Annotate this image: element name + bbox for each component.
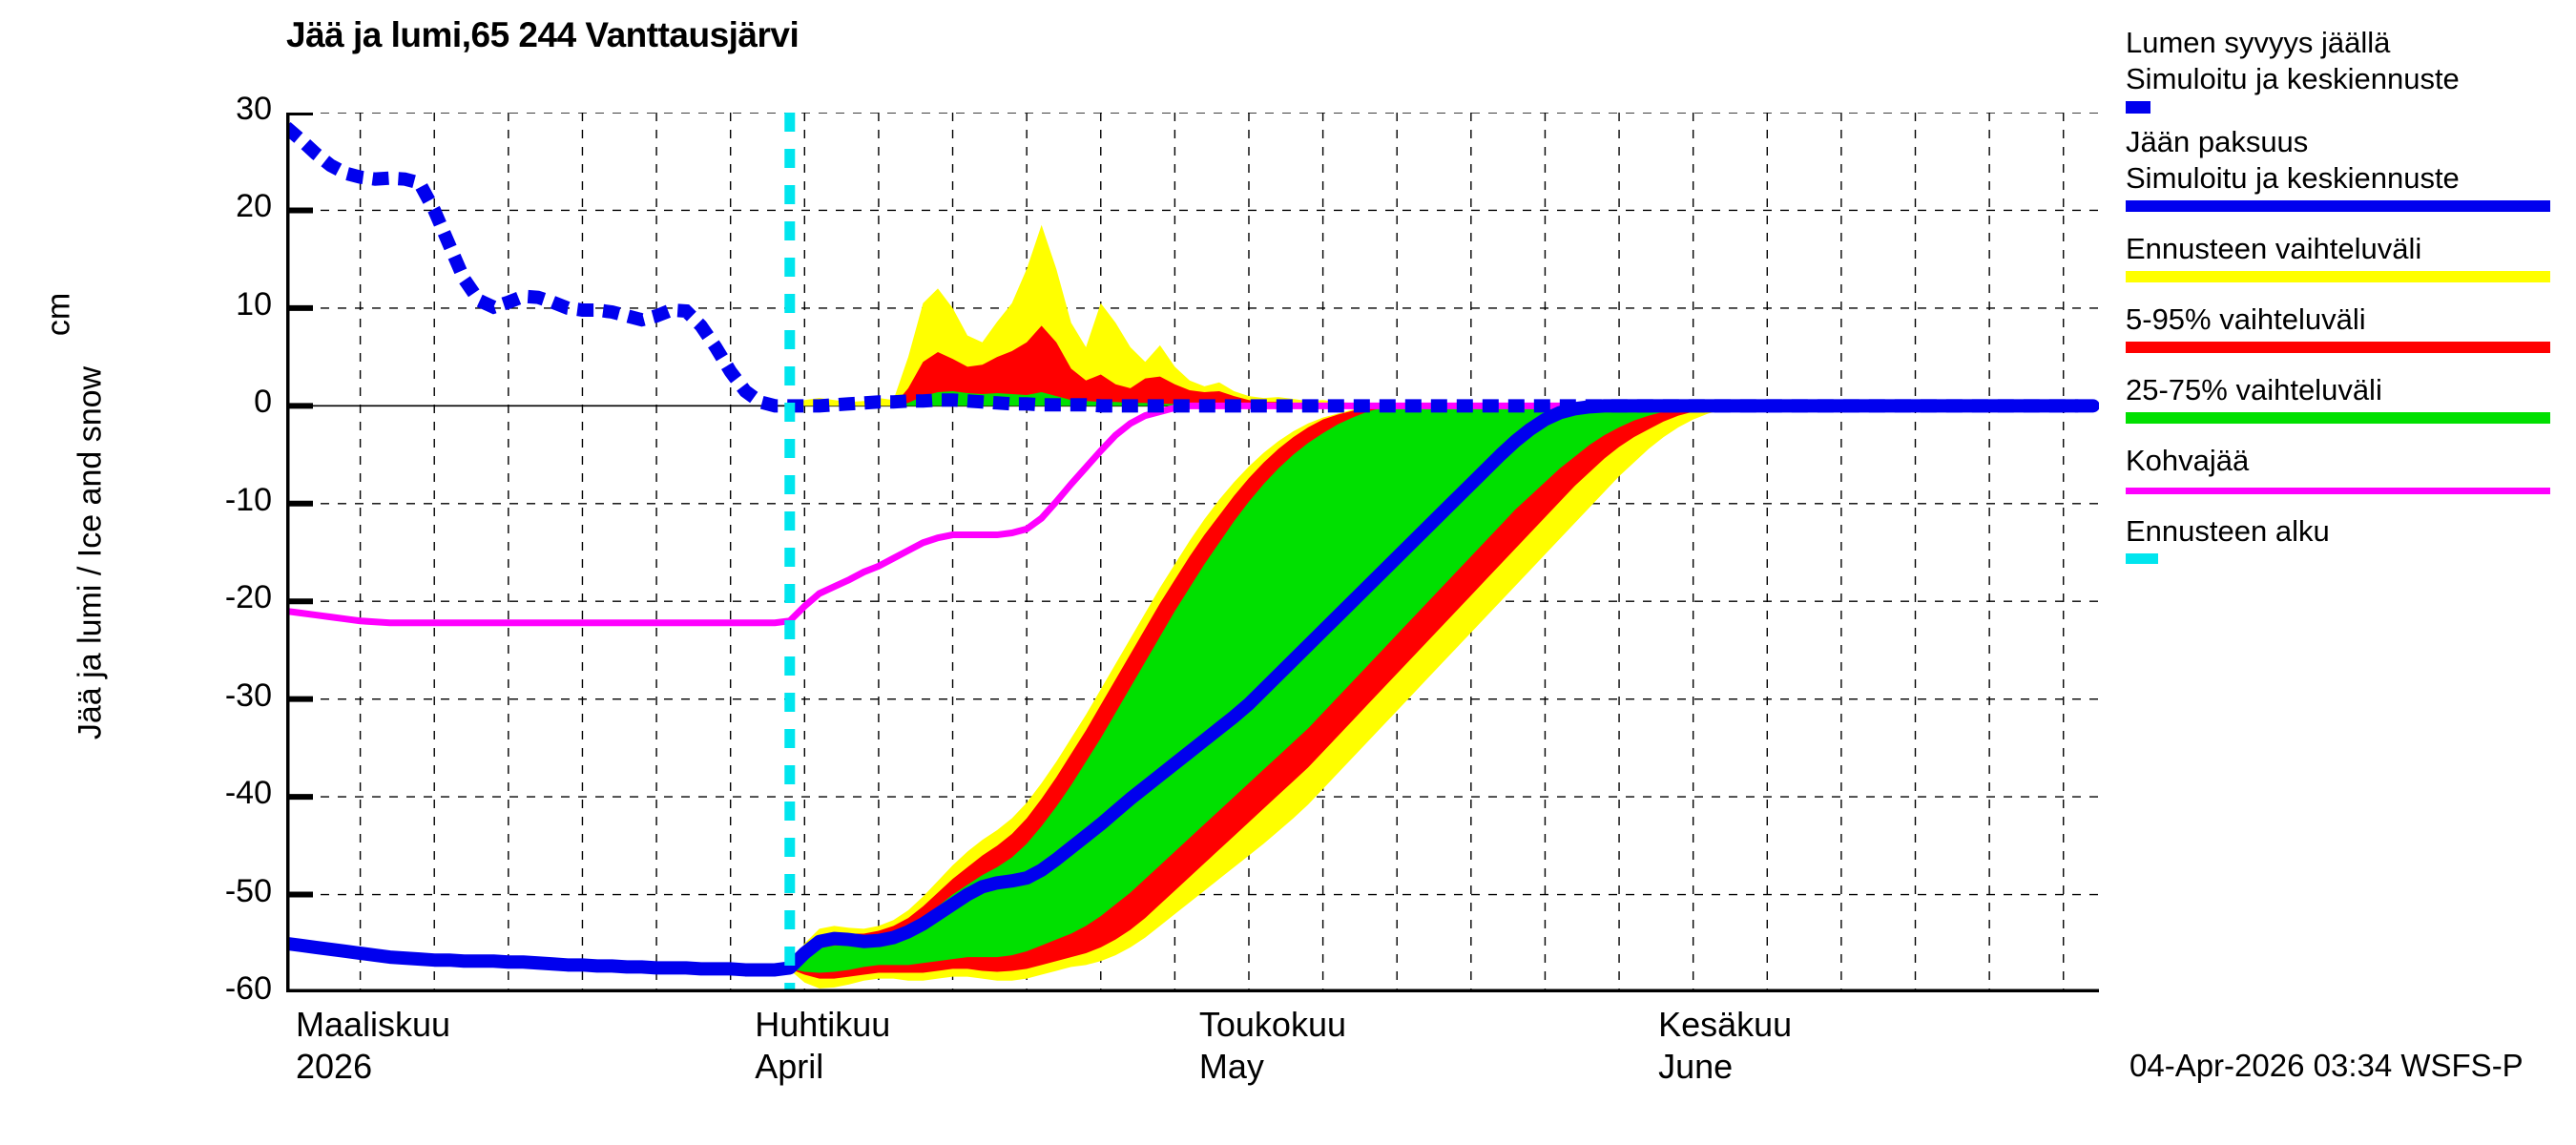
- legend-swatch: [2126, 101, 2550, 114]
- chart-canvas: [286, 113, 2099, 992]
- x-axis-month-group: Toukokuu May: [1199, 1004, 1346, 1088]
- y-axis-unit-label: cm: [40, 292, 77, 337]
- legend-item-title: Ennusteen vaihteluväli: [2126, 232, 2422, 265]
- legend-item: Lumen syvyys jäällä Simuloitu ja keskienn…: [2126, 25, 2574, 114]
- legend-item-title: 25-75% vaihteluväli: [2126, 373, 2382, 406]
- forecast-band: [789, 390, 2093, 406]
- y-axis-tick-label: 20: [236, 188, 272, 225]
- x-axis-month-label-fi: Kesäkuu: [1658, 1005, 1793, 1044]
- x-axis-month-label-fi: Huhtikuu: [755, 1005, 891, 1044]
- legend-swatch: [2126, 553, 2550, 564]
- legend-item-subtitle: Simuloitu ja keskiennuste: [2126, 62, 2460, 95]
- y-axis-tick-label: 30: [236, 91, 272, 127]
- x-axis-month-label-en: April: [755, 1047, 824, 1086]
- x-axis-month-group: Maaliskuu 2026: [296, 1004, 450, 1088]
- timestamp-footer: 04-Apr-2026 03:34 WSFS-P: [2129, 1048, 2524, 1083]
- y-axis-tick-label: -60: [224, 970, 272, 1007]
- chart-legend: Lumen syvyys jäällä Simuloitu ja keskienn…: [2126, 25, 2574, 616]
- y-axis-tick-labels: 30 20 10 0 -10 -20 -30 -40 -50 -60: [162, 91, 272, 1007]
- y-axis-tick-label: -30: [224, 677, 272, 714]
- y-axis-tick-label: -10: [224, 481, 272, 518]
- series-line-snow-depth: [286, 122, 2079, 413]
- legend-item-title: Kohvajää: [2126, 444, 2250, 477]
- page-title: Jää ja lumi,65 244 Vanttausjärvi: [286, 15, 800, 54]
- legend-swatch: [2126, 271, 2550, 282]
- legend-item: Ennusteen alku: [2126, 513, 2574, 564]
- legend-swatch: [2126, 200, 2550, 212]
- legend-swatch: [2126, 342, 2550, 353]
- legend-swatch: [2126, 412, 2550, 424]
- legend-item: 5-95% vaihteluväli: [2126, 302, 2574, 353]
- legend-item-subtitle: Simuloitu ja keskiennuste: [2126, 161, 2460, 195]
- forecast-band: [789, 224, 2093, 406]
- forecast-band: [789, 325, 2093, 406]
- legend-item: Ennusteen vaihteluväli: [2126, 231, 2574, 282]
- legend-item: Kohvajää: [2126, 443, 2574, 494]
- x-axis-month-group: Huhtikuu April: [755, 1004, 890, 1088]
- legend-item: Jään paksuus Simuloitu ja keskiennuste: [2126, 124, 2574, 212]
- y-axis-tick-label: 0: [254, 384, 272, 421]
- legend-swatch: [2126, 488, 2550, 494]
- x-axis-month-label-en: May: [1198, 1047, 1264, 1086]
- x-axis-month-label-en: 2026: [296, 1047, 373, 1086]
- y-axis-tick-label: -20: [224, 579, 272, 616]
- legend-item-title: 5-95% vaihteluväli: [2126, 302, 2366, 336]
- y-axis-tick-label: 10: [236, 285, 272, 323]
- x-axis-month-label-en: June: [1658, 1047, 1734, 1086]
- x-axis-month-label-fi: Maaliskuu: [296, 1005, 451, 1044]
- legend-item: 25-75% vaihteluväli: [2126, 372, 2574, 424]
- x-axis-tick-labels: Maaliskuu 2026 Huhtikuu April Toukokuu May Kes…: [286, 1004, 2175, 1118]
- y-axis-tick-label: -50: [224, 872, 272, 909]
- legend-item-title: Ennusteen alku: [2126, 514, 2330, 548]
- legend-item-title: Jään paksuus: [2126, 125, 2309, 158]
- x-axis-month-group: Kesäkuu June: [1658, 1004, 1792, 1088]
- y-axis-tick-label: -40: [224, 775, 272, 812]
- legend-item-title: Lumen syvyys jäällä: [2126, 26, 2391, 59]
- plot-area: [286, 113, 2099, 992]
- x-axis-month-label-fi: Toukokuu: [1198, 1005, 1346, 1044]
- forecast-band: [789, 406, 2093, 973]
